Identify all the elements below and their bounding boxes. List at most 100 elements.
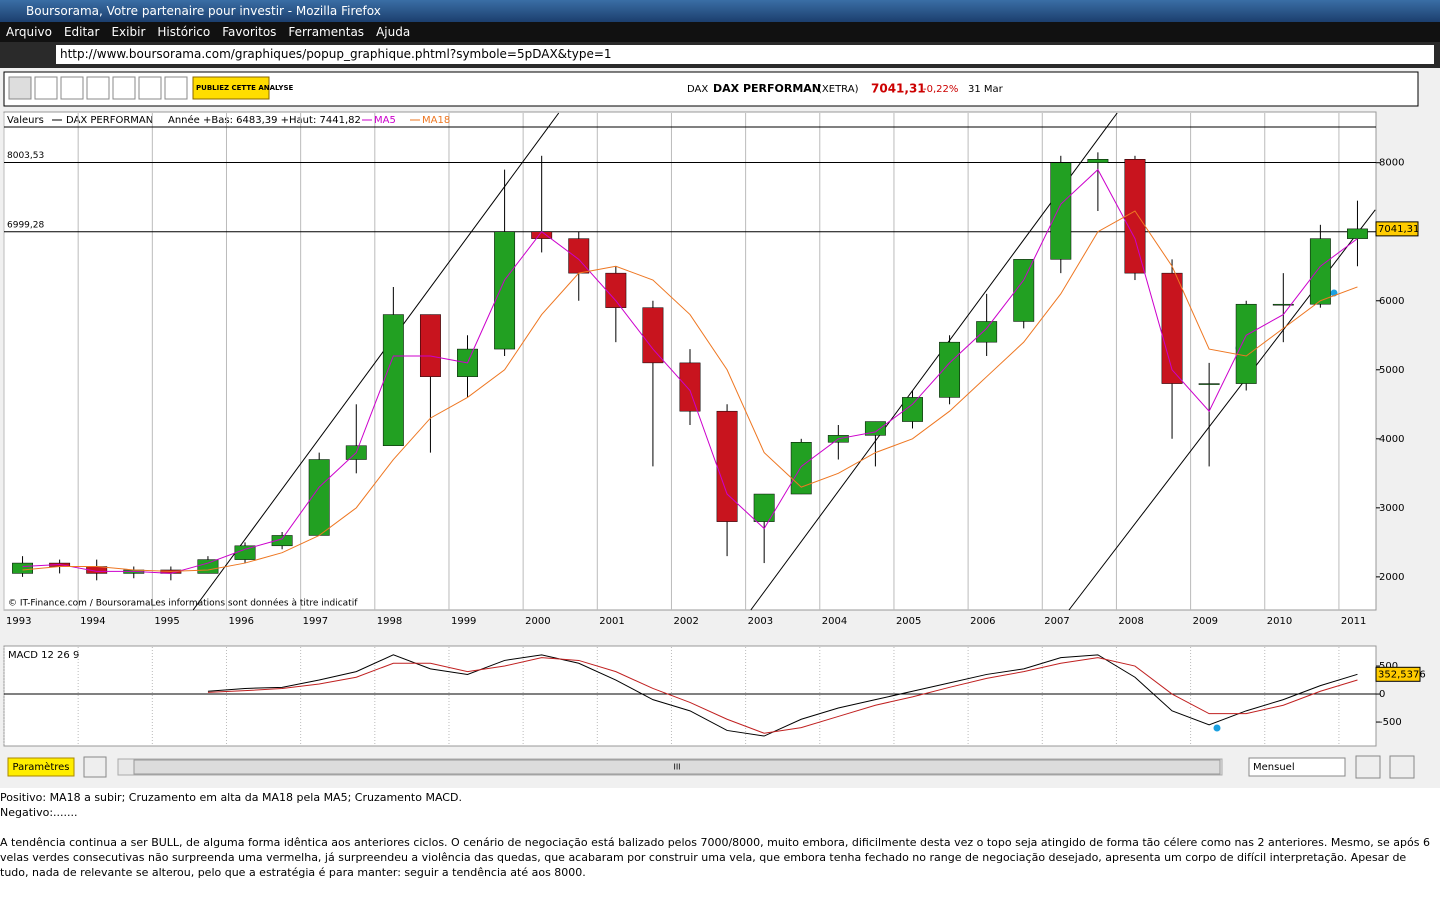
candle-body xyxy=(382,314,404,446)
x-tick-label: 2000 xyxy=(525,616,550,627)
menu-bar: Arquivo Editar Exibir Histórico Favoritos Fer… xyxy=(0,22,1440,42)
scroll-grip: III xyxy=(673,763,680,772)
legend-entry: MA5 xyxy=(374,115,396,126)
level-label: 8003,53 xyxy=(7,151,44,161)
candle-body xyxy=(1124,158,1146,274)
x-tick-label: 1995 xyxy=(154,616,179,627)
x-tick-label: 1999 xyxy=(451,616,476,627)
candle-body xyxy=(197,559,219,574)
x-tick-label: 1993 xyxy=(6,616,31,627)
candle-body xyxy=(1272,303,1294,306)
candle-body xyxy=(494,231,516,350)
x-tick-label: 1998 xyxy=(377,616,402,627)
y-tick-label: 8000 xyxy=(1379,158,1404,169)
note: Positivo: MA18 a subir; Cruzamento em al… xyxy=(0,791,462,804)
period-select[interactable] xyxy=(1248,757,1346,777)
x-tick-label: 2002 xyxy=(673,616,698,627)
candle-body xyxy=(234,545,256,560)
candle-body xyxy=(753,493,775,522)
x-tick-label: 1996 xyxy=(228,616,253,627)
menu-item[interactable]: Exibir xyxy=(111,25,146,39)
params-button[interactable] xyxy=(7,757,75,777)
address-field[interactable]: http://www.boursorama.com/graphiques/pop… xyxy=(56,45,1434,64)
title-bar: Boursorama, Votre partenaire pour invest… xyxy=(0,0,1440,22)
candle-body xyxy=(1050,162,1072,260)
zoom-out[interactable] xyxy=(1355,755,1381,779)
y-tick-label: -500 xyxy=(1379,717,1402,728)
candle-body xyxy=(1161,272,1183,384)
menu-item[interactable]: Favoritos xyxy=(222,25,277,39)
candle-body xyxy=(1309,238,1331,305)
legend-range: Année +Bas: 6483,39 +Haut: 7441,82 xyxy=(168,114,361,126)
y-tick-label: 3000 xyxy=(1379,503,1404,514)
x-tick-label: 2005 xyxy=(896,616,921,627)
level-label: 6999,28 xyxy=(7,220,44,230)
y-tick-label: 500 xyxy=(1379,661,1398,672)
date: 31 Mar xyxy=(968,84,1004,95)
period-label: Mensuel xyxy=(1253,762,1295,773)
candle-body xyxy=(419,314,441,377)
change: -0,22% xyxy=(923,84,958,95)
candle-body xyxy=(976,321,998,343)
trend-line xyxy=(192,112,560,611)
menu-item[interactable]: Editar xyxy=(63,25,100,39)
publish-label: PUBLIEZ CETTE ANALYSE xyxy=(196,84,294,92)
candle-body xyxy=(12,562,33,574)
instrument: DAX PERFORMAN xyxy=(713,82,821,95)
candle-body xyxy=(1087,158,1109,163)
menu-item[interactable]: Ferramentas xyxy=(288,25,365,39)
y-tick-label: 6000 xyxy=(1379,296,1404,307)
x-tick-label: 1997 xyxy=(303,616,328,627)
last-macd: 352,5376 xyxy=(1378,669,1426,680)
x-tick-label: 2001 xyxy=(599,616,624,627)
menu-item[interactable]: Histórico xyxy=(157,25,211,39)
macd-title: MACD 12 26 9 xyxy=(8,650,79,661)
candle-body xyxy=(790,442,812,495)
x-tick-label: 2006 xyxy=(970,616,995,627)
y-tick-label: 4000 xyxy=(1379,434,1404,445)
legend-name: DAX PERFORMAN xyxy=(66,115,153,126)
y-tick-label: 2000 xyxy=(1379,572,1404,583)
x-tick-label: 2011 xyxy=(1341,616,1366,627)
menu-item[interactable]: Ajuda xyxy=(376,25,411,39)
x-tick-label: 2003 xyxy=(748,616,773,627)
candle-body xyxy=(864,421,886,436)
x-tick-label: 2009 xyxy=(1193,616,1218,627)
x-tick-label: 2008 xyxy=(1118,616,1143,627)
macd-line xyxy=(207,657,1358,734)
last-price-box xyxy=(1375,221,1419,237)
notes: Positivo: MA18 a subir; Cruzamento em al… xyxy=(0,790,1430,880)
candle-body xyxy=(1013,259,1035,322)
note: Negativo:....... xyxy=(0,806,78,819)
tools[interactable] xyxy=(8,76,188,100)
y-tick-label: 0 xyxy=(1379,689,1385,700)
candle-body xyxy=(1235,303,1257,384)
macd-line xyxy=(207,654,1358,737)
candle-body xyxy=(902,397,923,422)
candle-body xyxy=(1198,383,1220,385)
print-button[interactable] xyxy=(83,756,107,778)
window-title: Boursorama, Votre partenaire pour invest… xyxy=(26,4,381,18)
zoom-in[interactable] xyxy=(1389,755,1415,779)
scroll-thumb[interactable] xyxy=(133,759,1221,775)
candle-body xyxy=(1347,228,1368,239)
last-price: 7041,31 xyxy=(1378,224,1419,235)
price: 7041,31 xyxy=(871,82,926,96)
candle-body xyxy=(679,362,701,412)
x-tick-label: 1994 xyxy=(80,616,105,627)
menu-item[interactable]: Arquivo xyxy=(6,25,52,39)
credit: © IT-Finance.com / BoursoramaLes informa… xyxy=(8,598,358,609)
publish-button[interactable] xyxy=(192,76,270,100)
params-label: Paramètres xyxy=(12,761,69,773)
candle-body xyxy=(716,410,738,522)
legend-label: Valeurs xyxy=(7,115,44,126)
x-tick-label: 2010 xyxy=(1267,616,1292,627)
ma-line xyxy=(22,168,1358,574)
x-tick-label: 2007 xyxy=(1044,616,1069,627)
candle-body xyxy=(939,341,961,398)
ma-line xyxy=(22,210,1358,572)
last-macd-box xyxy=(1375,666,1421,682)
candle-body xyxy=(642,307,664,364)
x-tick-label: 2004 xyxy=(822,616,847,627)
